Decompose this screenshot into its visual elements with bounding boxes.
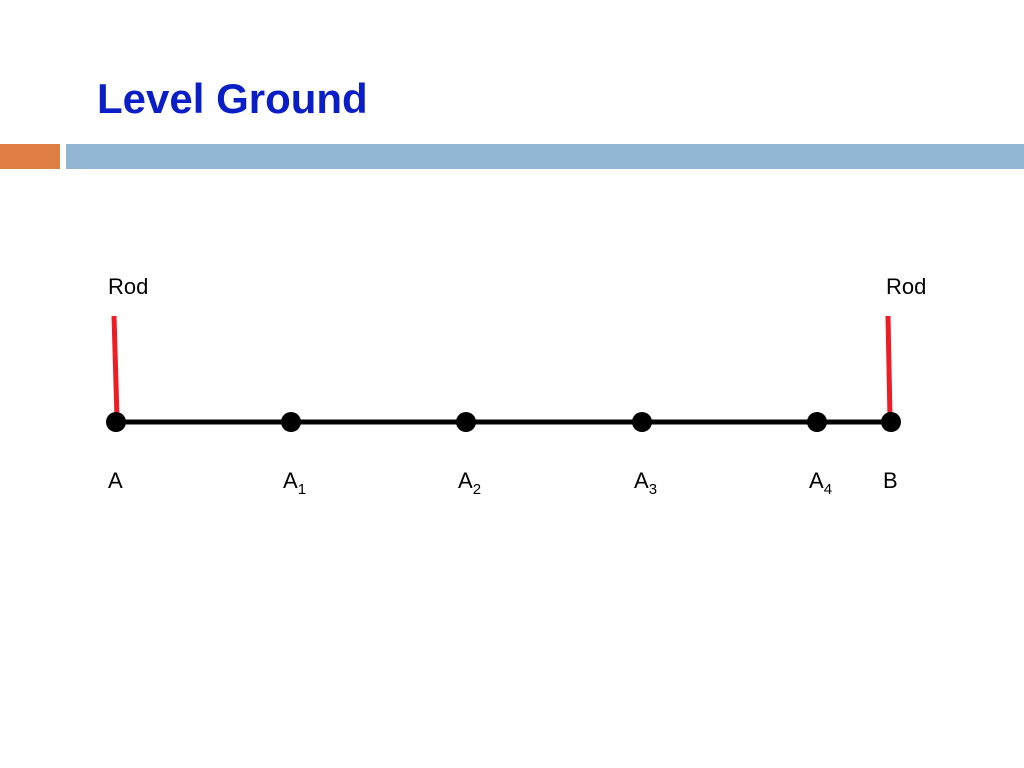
point-label: A — [108, 468, 123, 493]
point-marker — [456, 412, 476, 432]
point-label: A4 — [809, 468, 832, 498]
point-label: B — [883, 468, 898, 493]
rod-label-right: Rod — [886, 274, 926, 299]
rod-right — [885, 315, 893, 419]
rod-left — [111, 315, 120, 419]
accent-bar-left — [0, 144, 60, 169]
point-marker — [632, 412, 652, 432]
accent-bar-right — [66, 144, 1024, 169]
point-marker — [281, 412, 301, 432]
point-label: A2 — [458, 468, 481, 498]
point-marker — [106, 412, 126, 432]
point-marker — [807, 412, 827, 432]
rod-label-left: Rod — [108, 274, 148, 299]
ground-points: A A1 A2 A3 A4 B — [106, 412, 901, 498]
point-label: A3 — [634, 468, 657, 498]
point-label: A1 — [283, 468, 306, 498]
slide-title: Level Ground — [97, 75, 368, 122]
point-marker — [881, 412, 901, 432]
